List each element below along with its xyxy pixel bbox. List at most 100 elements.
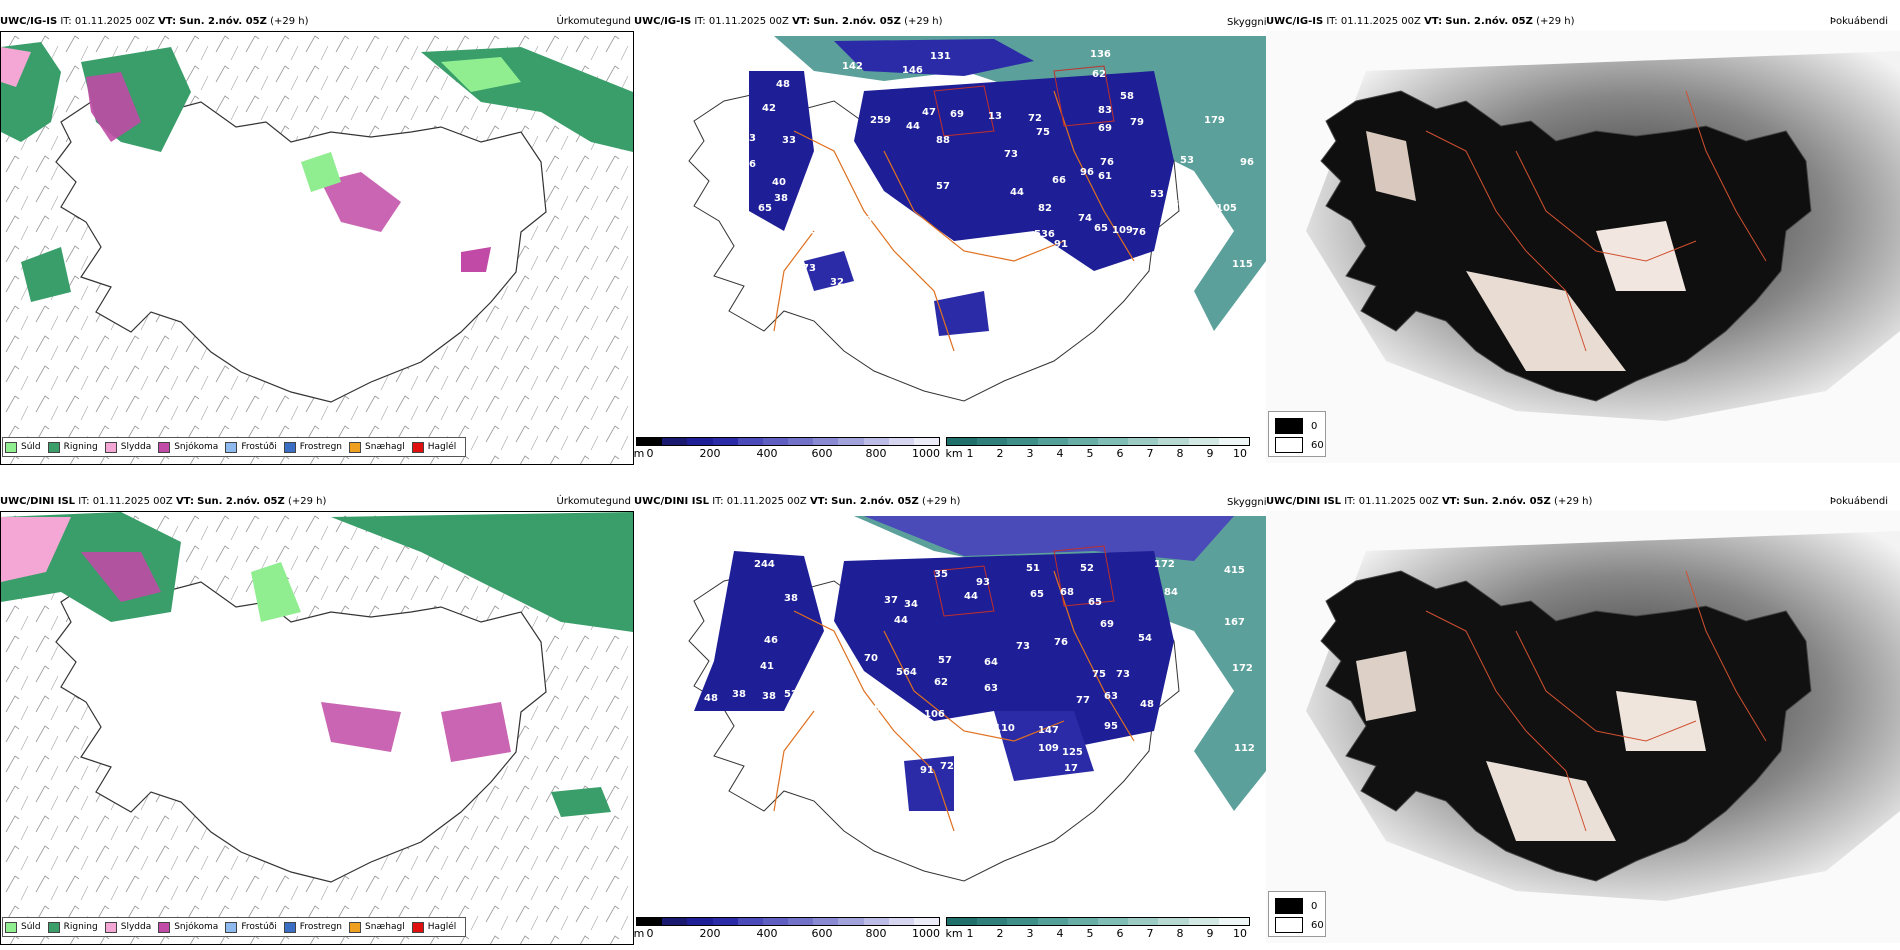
cbar-tick: 7: [1146, 927, 1154, 940]
panel-title: Skyggni: [1227, 17, 1266, 28]
vt-label: VT:: [809, 496, 828, 507]
vis-label: 167: [1224, 617, 1245, 628]
fog-map[interactable]: [1266, 31, 1900, 463]
cbar-tick: 8: [1176, 447, 1184, 460]
vis-label: 79: [1130, 117, 1144, 128]
precip-panel-top: UWC/IG-IS IT: 01.11.2025 00Z VT: Sun. 2.…: [0, 13, 634, 465]
legend-item-drizzle: Súld: [5, 441, 41, 453]
vis-label: 259: [870, 115, 891, 126]
vis-label: 98: [874, 703, 888, 714]
vis-label: 54: [1138, 633, 1152, 644]
fog-legend: 0 60: [1268, 891, 1326, 937]
visibility-colorbar: km 1 2 3 4 5 6 7 8 9 10: [945, 437, 1250, 460]
vis-label: 77: [1076, 695, 1090, 706]
vis-label: 65: [1030, 589, 1044, 600]
cloud-base-colorbar: m 0 200 400 600 800 1000: [634, 437, 940, 460]
vis-label: 57: [938, 655, 952, 666]
model-name: UWC/IG-IS: [1266, 16, 1324, 27]
fog-legend-row: 0: [1275, 418, 1317, 434]
vis-label: 66: [1052, 175, 1066, 186]
panel-title: Þokuábendi: [1829, 496, 1888, 507]
vt-value: Sun. 2.nóv. 05Z: [813, 16, 901, 27]
fog-swatch: [1275, 418, 1303, 434]
cbar-tick: 10: [1233, 927, 1247, 940]
fog-value: 0: [1311, 900, 1318, 912]
legend-label: Haglél: [427, 922, 457, 932]
legend-swatch: [349, 441, 362, 453]
cbar-tick: 600: [811, 927, 833, 940]
cloud-base-gradient: [636, 437, 940, 446]
legend-label: Snjókoma: [174, 922, 219, 932]
legend-swatch: [411, 921, 424, 933]
cbar-tick: 10: [1233, 447, 1247, 460]
it-label: IT:: [694, 16, 706, 27]
visibility-gradient: [946, 917, 1250, 926]
fog-panel-top: UWC/IG-IS IT: 01.11.2025 00Z VT: Sun. 2.…: [1266, 13, 1900, 465]
it-value: 01.11.2025 00Z: [726, 496, 807, 507]
vis-label: 55: [1180, 173, 1194, 184]
vis-label: 110: [994, 723, 1015, 734]
it-value: 01.11.2025 00Z: [92, 496, 173, 507]
vis-label: 244: [754, 559, 775, 570]
vis-label: 172: [1154, 559, 1175, 570]
vis-label: 91: [920, 765, 934, 776]
vis-label: 91: [1054, 239, 1068, 250]
legend-item-sleet: Slydda: [104, 441, 152, 453]
vis-label: 38: [784, 593, 798, 604]
vis-label: 109: [1112, 225, 1133, 236]
it-label: IT:: [1344, 496, 1356, 507]
it-value: 01.11.2025 00Z: [1358, 496, 1439, 507]
cbar-tick: 4: [1056, 927, 1064, 940]
fog-legend-row: 60: [1275, 437, 1324, 453]
legend-swatch: [158, 921, 171, 933]
cbar-tick: 200: [699, 927, 721, 940]
visibility-map[interactable]: 244 38 46 41 52 38 48 38 44 37 34 44 70 …: [634, 511, 1266, 911]
precip-map[interactable]: [0, 31, 634, 465]
vis-label: 92: [956, 339, 970, 350]
precip-legend: Súld Rigning Slydda Snjókoma Frostúði Fr…: [2, 437, 467, 457]
cloud-base-ticks: m 0 200 400 600 800 1000: [634, 926, 940, 940]
vis-label: 32: [830, 277, 844, 288]
vis-label: 136: [1090, 49, 1111, 60]
legend-swatch: [225, 921, 238, 933]
legend-label: Frostregn: [299, 922, 343, 932]
cbar-tick: 1000: [912, 447, 940, 460]
fog-map[interactable]: [1266, 511, 1900, 943]
panel-header: UWC/IG-IS IT: 01.11.2025 00Z VT: Sun. 2.…: [634, 13, 1266, 31]
legend-label: Haglél: [427, 442, 457, 452]
panel-header: UWC/DINI ISL IT: 01.11.2025 00Z VT: Sun.…: [0, 493, 634, 511]
legend-item-freezing-rain: Frostregn: [283, 441, 342, 453]
vis-label: 73: [802, 263, 816, 274]
vis-label: 17: [1064, 763, 1078, 774]
legend-item-rain: Rigning: [47, 441, 98, 453]
cbar-tick: 7: [1146, 447, 1154, 460]
vis-label: 131: [930, 51, 951, 62]
vis-label: 93: [976, 577, 990, 588]
legend-swatch: [158, 441, 171, 453]
cbar-tick: 9: [1206, 927, 1214, 940]
vis-label: 61: [1098, 171, 1112, 182]
model-name: UWC/DINI ISL: [1266, 496, 1342, 507]
cbar-tick: 0: [646, 927, 654, 940]
legend-label: Slydda: [120, 922, 152, 932]
vis-label: 41: [760, 661, 774, 672]
visibility-panel-bottom: UWC/DINI ISL IT: 01.11.2025 00Z VT: Sun.…: [634, 493, 1266, 945]
vis-label: 55: [1172, 199, 1186, 210]
legend-label: Slydda: [120, 442, 152, 452]
vis-label: 62: [1092, 69, 1106, 80]
legend-item-snow: Snjókoma: [158, 921, 219, 933]
fog-legend-row: 0: [1275, 898, 1317, 914]
vis-label: 76: [1054, 637, 1068, 648]
legend-swatch: [283, 441, 296, 453]
vis-label: 564: [896, 667, 917, 678]
vis-label: 48: [704, 693, 718, 704]
vis-label: 208: [898, 319, 919, 330]
it-value: 01.11.2025 00Z: [74, 16, 155, 27]
vis-label: 65: [1094, 223, 1108, 234]
vis-label: 96: [1240, 157, 1254, 168]
vt-label: VT:: [1441, 496, 1460, 507]
precip-map[interactable]: [0, 511, 634, 945]
visibility-map[interactable]: 142 146 131 136 62 58 48 42 43 33 76 40 …: [634, 31, 1266, 431]
vis-label: 179: [1204, 115, 1225, 126]
fog-value: 0: [1311, 420, 1318, 432]
